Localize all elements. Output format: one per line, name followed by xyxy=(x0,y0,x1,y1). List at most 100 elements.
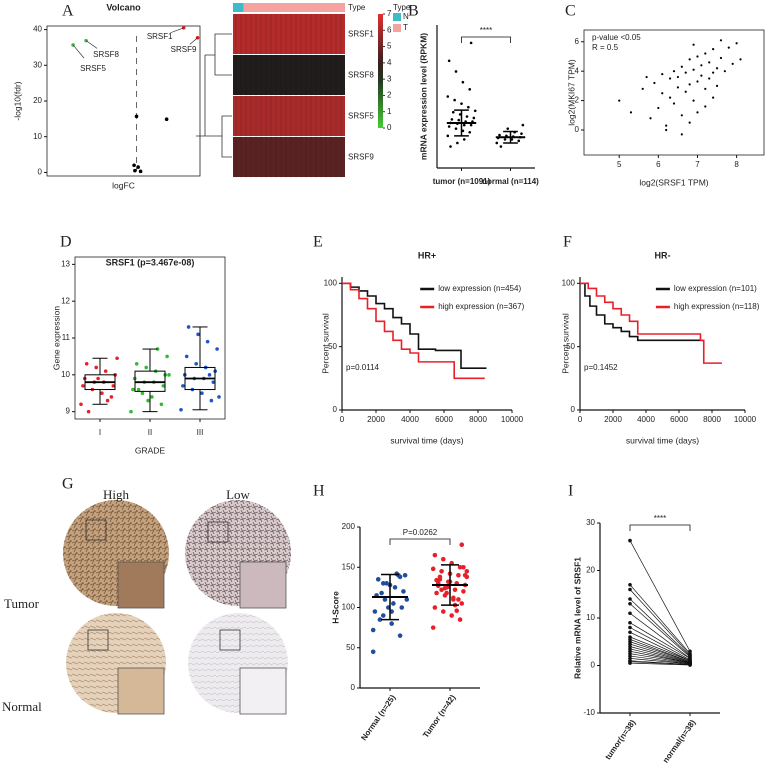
x-tick-label: normal(n=38) xyxy=(661,718,698,764)
x-tick-label: 0 xyxy=(340,415,345,424)
y-tick-label: 50 xyxy=(328,342,337,351)
panel-letter: H xyxy=(313,483,325,500)
y-axis-label: Percent survival xyxy=(320,313,330,374)
point xyxy=(628,661,632,665)
point xyxy=(146,398,150,403)
zoom-inset xyxy=(117,667,165,715)
panel-letter: G xyxy=(62,476,74,493)
point xyxy=(628,597,632,601)
x-tick-label: II xyxy=(148,428,152,437)
point xyxy=(439,587,444,593)
legend-title: Type xyxy=(393,3,411,12)
y-tick-label: 6 xyxy=(575,37,580,46)
row-label: Tumor xyxy=(4,596,40,611)
point xyxy=(468,88,472,91)
x-tick-label: 8000 xyxy=(703,415,721,424)
x-tick-label: 2000 xyxy=(367,415,385,424)
point xyxy=(430,625,436,630)
point xyxy=(459,542,465,548)
point xyxy=(467,105,470,109)
x-tick-label: 5 xyxy=(617,160,622,169)
x-axis-label: log2(SRSF1 TPM) xyxy=(639,177,708,187)
y-tick-label: 200 xyxy=(342,522,356,531)
y-axis-label: log2(MKI67 TPM) xyxy=(566,59,576,126)
point xyxy=(719,39,723,42)
point xyxy=(708,77,711,80)
error-bar xyxy=(441,564,459,606)
point xyxy=(520,132,523,135)
point-label: SRSF5 xyxy=(80,64,106,73)
point xyxy=(723,70,726,73)
x-axis-label: survival time (days) xyxy=(390,435,463,445)
x-tick-label: 2000 xyxy=(604,415,622,424)
y-tick-label: 20 xyxy=(33,96,42,105)
point xyxy=(161,384,166,388)
heatmap-row xyxy=(233,137,345,177)
point-label: SRSF9 xyxy=(171,45,197,54)
paired-line xyxy=(629,661,691,665)
legend-label: N xyxy=(403,12,409,21)
point xyxy=(109,395,114,399)
column-label: High xyxy=(103,487,130,502)
x-tick-label: 6000 xyxy=(435,415,453,424)
column-label: Low xyxy=(226,487,250,502)
legend-label: high expression (n=367) xyxy=(438,302,524,311)
x-tick-label: 6 xyxy=(656,160,661,169)
point xyxy=(462,123,466,127)
legend-label: low expression (n=454) xyxy=(438,284,521,293)
y-tick-label: 0 xyxy=(351,683,356,692)
point xyxy=(211,380,216,384)
point xyxy=(84,361,89,366)
point xyxy=(665,124,668,127)
chart-title: Volcano xyxy=(106,2,141,12)
heatmap-row xyxy=(233,96,345,136)
plot-frame xyxy=(583,29,765,156)
row-label: SRSF1 xyxy=(348,30,374,39)
annotation-bar xyxy=(243,3,345,12)
zoom-inset xyxy=(239,561,287,609)
point xyxy=(450,118,454,121)
point xyxy=(672,70,676,73)
panel-letter: C xyxy=(565,3,576,20)
point xyxy=(465,115,469,118)
point xyxy=(115,356,119,361)
paired-line xyxy=(629,598,691,657)
annotation-bar xyxy=(233,3,244,12)
y-tick-label: 0 xyxy=(571,405,576,414)
colorbar-label: 6 xyxy=(387,25,392,34)
point xyxy=(129,409,133,414)
y-axis-label: -log10(fdr) xyxy=(12,81,22,120)
point xyxy=(462,138,466,141)
zoom-box xyxy=(85,519,107,541)
point xyxy=(370,649,376,655)
point xyxy=(140,391,145,396)
annotation: R = 0.5 xyxy=(592,43,619,52)
paired-line xyxy=(629,650,691,664)
colorbar-label: 4 xyxy=(387,58,392,67)
point xyxy=(692,68,695,71)
x-tick-label: III xyxy=(197,428,204,437)
point xyxy=(661,92,664,95)
x-tick-label: 6000 xyxy=(670,415,688,424)
x-axis-label: survival time (days) xyxy=(626,435,699,445)
point xyxy=(503,138,507,141)
row-label: Normal xyxy=(2,699,42,714)
point xyxy=(404,597,410,602)
y-tick-label: 0 xyxy=(333,405,338,414)
point xyxy=(688,58,691,61)
point xyxy=(370,627,376,633)
point xyxy=(715,67,719,70)
point xyxy=(629,111,633,114)
point xyxy=(100,391,104,396)
x-tick-label: normal (n=114) xyxy=(482,177,539,186)
paired-line xyxy=(629,658,691,665)
paired-line xyxy=(629,631,691,662)
point xyxy=(459,601,465,606)
y-tick-label: 13 xyxy=(61,259,70,268)
point xyxy=(676,75,680,79)
y-axis-label: Gene expression xyxy=(51,306,61,371)
point xyxy=(209,398,214,403)
point xyxy=(653,81,656,85)
point xyxy=(628,611,632,616)
